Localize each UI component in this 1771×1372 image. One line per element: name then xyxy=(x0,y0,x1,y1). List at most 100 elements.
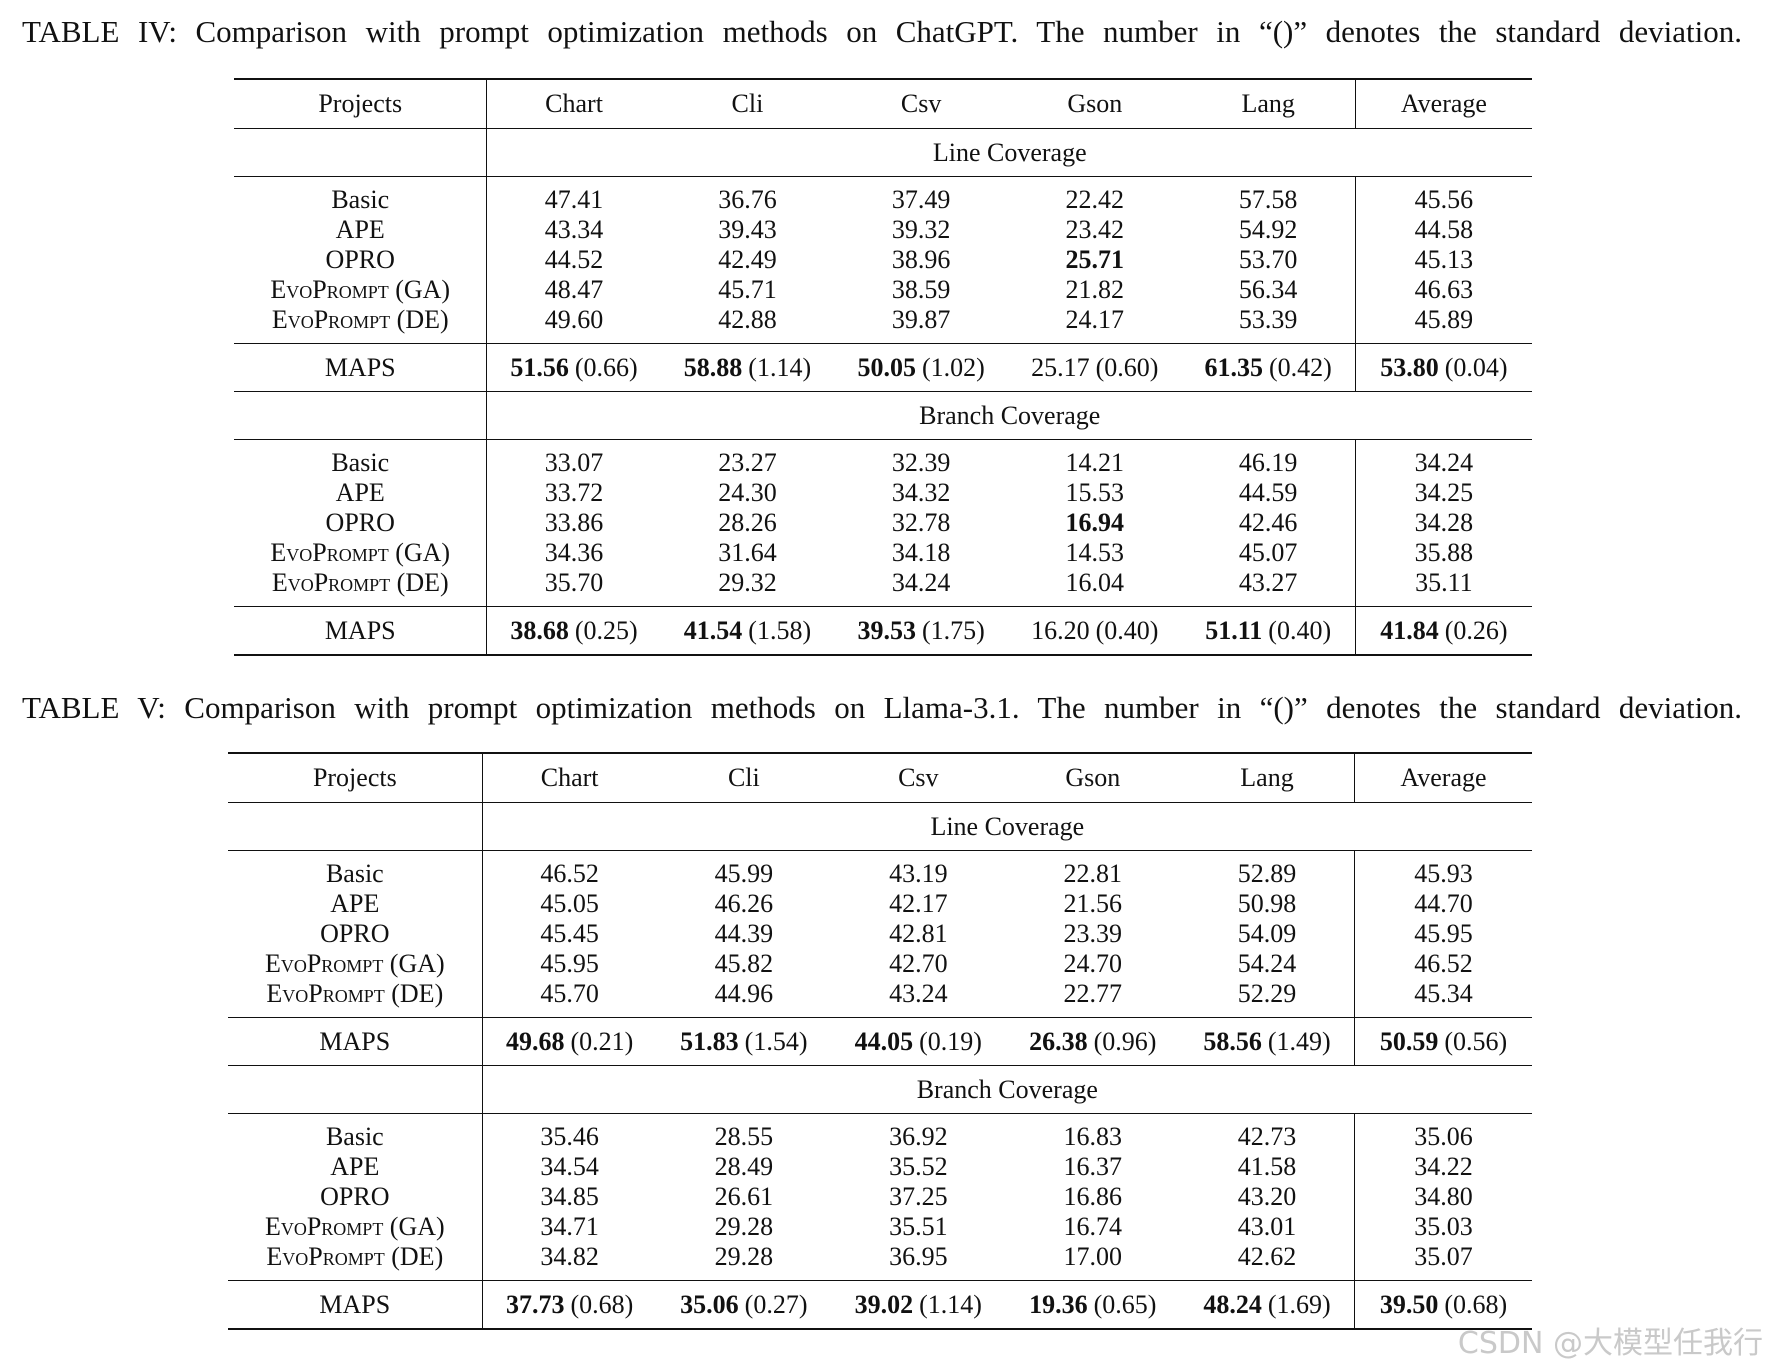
value-cell: 56.34 xyxy=(1238,275,1298,304)
value-cell: 46.52 xyxy=(1353,949,1532,979)
value-cell: 43.34 xyxy=(544,215,604,244)
value-cell: 48.47 xyxy=(544,275,604,304)
value-cell: 26.38 (0.96) xyxy=(1005,1017,1181,1066)
value-cell: 23.39 xyxy=(1063,919,1123,948)
maps-row: MAPS 49.68 (0.21) 51.83 (1.54) 44.05 (0.19) 26.… xyxy=(228,1017,1532,1066)
value-cell: 39.02 (1.14) xyxy=(831,1280,1006,1330)
value-cell: 35.03 xyxy=(1353,1212,1532,1242)
maps-row: MAPS 51.56 (0.66) 58.88 (1.14) 50.05 (1.02) 25.… xyxy=(234,343,1532,392)
value-cell: 34.85 xyxy=(540,1182,599,1211)
value-cell: 45.82 xyxy=(714,949,774,978)
value-cell: 29.28 xyxy=(714,1242,774,1271)
column-header: Gson xyxy=(1007,78,1182,129)
table-row: EvoPrompt (GA) 48.47 45.71 38.59 21.82 56.34 4… xyxy=(234,275,1532,305)
table-row: EvoPrompt (DE) 34.82 29.28 36.95 17.00 42.62 3… xyxy=(228,1242,1532,1281)
value-cell: 34.71 xyxy=(540,1212,599,1241)
value-cell: 44.58 xyxy=(1354,215,1532,245)
value-cell: 45.71 xyxy=(718,275,777,304)
value-cell: 35.46 xyxy=(482,1113,657,1152)
section-title-spacer xyxy=(234,128,488,177)
std-dev: (0.56) xyxy=(1444,1026,1508,1056)
value-cell: 42.88 xyxy=(718,305,777,334)
column-header: Average xyxy=(1354,78,1532,129)
table-row: Basic 47.41 36.76 37.49 22.42 57.58 45.56 xyxy=(234,176,1532,215)
value-cell: 46.52 xyxy=(482,850,657,889)
std-dev: (0.21) xyxy=(570,1026,634,1056)
method-name: MAPS xyxy=(234,343,488,392)
method-name: EvoPrompt (DE) xyxy=(228,979,483,1018)
section-title-row: Line Coverage xyxy=(234,128,1532,177)
value-cell: 37.49 xyxy=(834,176,1008,215)
value-cell: 39.87 xyxy=(891,305,951,334)
header-row: Projects Chart Cli Csv Gson Lang Average xyxy=(228,752,1532,803)
value-cell: 33.07 xyxy=(486,439,661,478)
value-cell: 23.42 xyxy=(1065,215,1125,244)
value-cell: 14.53 xyxy=(1065,538,1125,567)
value-cell: 44.59 xyxy=(1238,478,1298,507)
table-row: Basic 33.07 23.27 32.39 14.21 46.19 34.24 xyxy=(234,439,1532,478)
section-title-spacer xyxy=(228,1065,483,1114)
table-v-caption: TABLE V: Comparison with prompt optimiza… xyxy=(22,690,1742,725)
value-cell: 32.78 xyxy=(891,508,951,537)
value-cell: 35.51 xyxy=(889,1212,948,1241)
value-cell: 51.56 (0.66) xyxy=(486,343,661,392)
value-cell: 53.70 xyxy=(1238,245,1298,274)
value-cell: 35.52 xyxy=(889,1152,948,1181)
value-cell: 49.60 xyxy=(544,305,604,334)
std-dev: (1.75) xyxy=(921,615,985,645)
std-dev: (0.96) xyxy=(1093,1026,1157,1056)
section-title-spacer xyxy=(234,391,488,440)
method-name: EvoPrompt (DE) xyxy=(228,1242,483,1281)
value-cell: 14.21 xyxy=(1007,439,1182,478)
value-cell: 45.56 xyxy=(1354,176,1532,215)
value-cell: 42.81 xyxy=(889,919,948,948)
std-dev: (0.25) xyxy=(574,615,638,645)
value-cell: 50.59 (0.56) xyxy=(1353,1017,1532,1066)
value-cell: 48.24 (1.69) xyxy=(1180,1280,1355,1330)
value-cell: 22.77 xyxy=(1063,979,1123,1008)
value-cell: 39.43 xyxy=(718,215,777,244)
section-title-row: Branch Coverage xyxy=(228,1065,1532,1114)
std-dev: (1.49) xyxy=(1267,1026,1331,1056)
value-cell: 36.76 xyxy=(660,176,835,215)
table-row: APE 45.05 46.26 42.17 21.56 50.98 44.70 xyxy=(228,889,1532,919)
column-header: Csv xyxy=(831,752,1006,803)
value-cell: 29.28 xyxy=(714,1212,774,1241)
value-cell: 42.49 xyxy=(718,245,777,274)
value-cell: 34.24 xyxy=(891,568,951,597)
value-cell: 50.05 (1.02) xyxy=(834,343,1008,392)
std-dev: (1.54) xyxy=(744,1026,808,1056)
std-dev: (0.04) xyxy=(1444,352,1508,382)
table-iv: Projects Chart Cli Csv Gson Lang Average Line C… xyxy=(234,78,1532,656)
table-row: EvoPrompt (GA) 34.71 29.28 35.51 16.74 43.01 3… xyxy=(228,1212,1532,1242)
table-row: EvoPrompt (DE) 49.60 42.88 39.87 24.17 53.39 4… xyxy=(234,305,1532,344)
value-cell: 54.92 xyxy=(1238,215,1298,244)
value-cell: 35.07 xyxy=(1353,1242,1532,1281)
column-header: Chart xyxy=(486,78,661,129)
std-dev: (0.27) xyxy=(744,1289,808,1319)
method-name: MAPS xyxy=(228,1280,483,1330)
value-cell: 52.29 xyxy=(1237,979,1297,1008)
value-cell: 45.70 xyxy=(540,979,599,1008)
value-cell: 42.70 xyxy=(889,949,948,978)
value-cell: 35.06 xyxy=(1353,1113,1532,1152)
value-cell: 21.82 xyxy=(1065,275,1125,304)
std-dev: (0.40) xyxy=(1268,615,1332,645)
value-cell: 35.06 (0.27) xyxy=(656,1280,832,1330)
value-cell: 33.72 xyxy=(544,478,604,507)
table-row: OPRO 34.85 26.61 37.25 16.86 43.20 34.80 xyxy=(228,1182,1532,1212)
value-cell: 39.32 xyxy=(891,215,951,244)
method-name: APE xyxy=(234,478,488,508)
watermark: CSDN @大模型任我行 xyxy=(1457,1326,1763,1361)
value-cell: 28.49 xyxy=(714,1152,774,1181)
value-cell: 22.81 xyxy=(1005,850,1181,889)
value-cell: 58.88 (1.14) xyxy=(660,343,835,392)
value-cell: 45.95 xyxy=(540,949,599,978)
value-cell: 45.05 xyxy=(540,889,599,918)
value-cell: 31.64 xyxy=(718,538,777,567)
value-cell: 43.19 xyxy=(831,850,1006,889)
value-cell: 45.95 xyxy=(1353,919,1532,949)
value-cell: 16.20 (0.40) xyxy=(1007,606,1182,656)
table-row: APE 43.34 39.43 39.32 23.42 54.92 44.58 xyxy=(234,215,1532,245)
column-header: Gson xyxy=(1005,752,1181,803)
